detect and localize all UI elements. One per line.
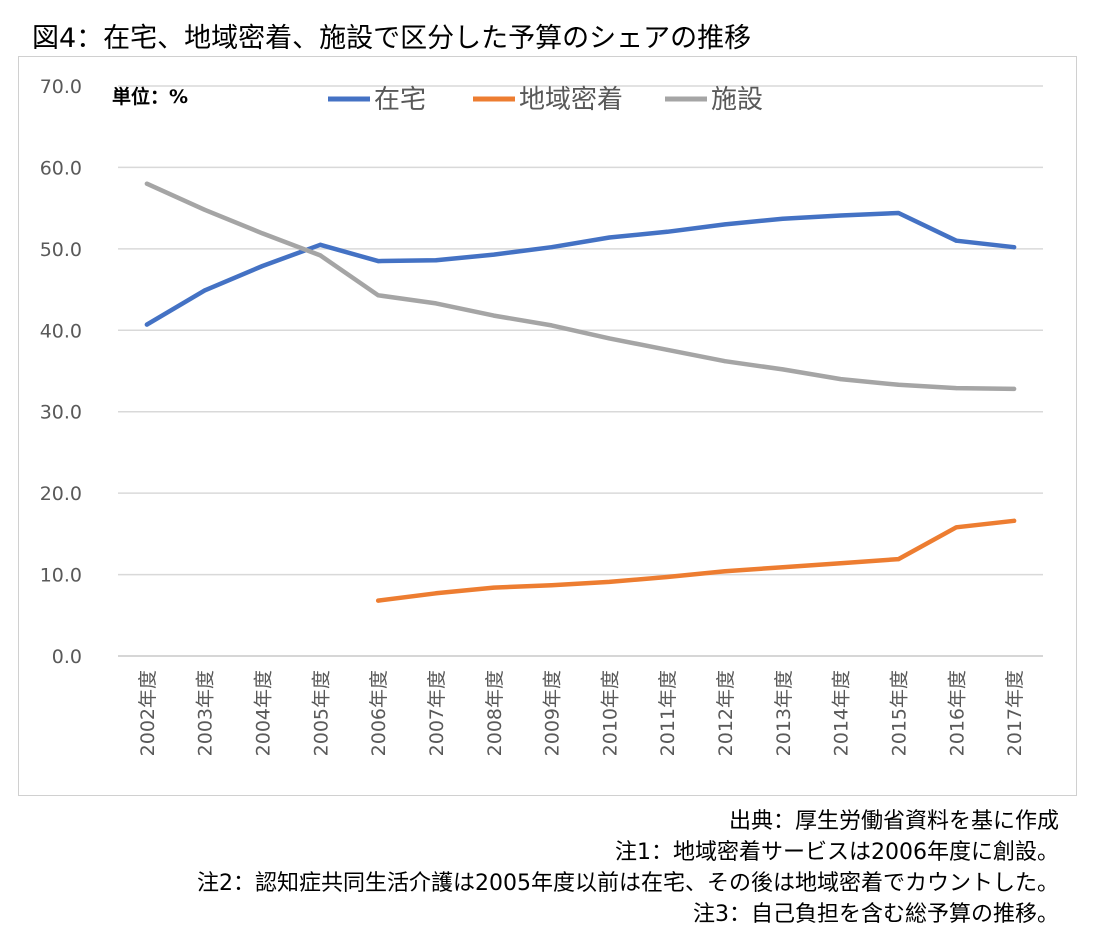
x-tick-label: 2016年度	[946, 670, 968, 756]
data-point	[838, 377, 843, 382]
data-point	[433, 258, 438, 263]
data-point	[491, 252, 496, 257]
data-point	[896, 211, 901, 216]
x-tick-label: 2010年度	[599, 670, 621, 756]
data-point	[954, 386, 959, 391]
x-tick-label: 2007年度	[426, 670, 448, 756]
x-tick-label: 2013年度	[773, 670, 795, 756]
x-tick-label: 2011年度	[657, 670, 679, 756]
data-point	[433, 301, 438, 306]
x-tick-label: 2003年度	[195, 670, 217, 756]
y-tick-label: 0.0	[52, 646, 82, 668]
x-tick-label: 2006年度	[368, 670, 390, 756]
note-3: 注3：自己負担を含む総予算の推移。	[693, 902, 1059, 927]
notes: 出典：厚生労働省資料を基に作成 注1：地域密着サービスは2006年度に創設。 注…	[197, 806, 1059, 930]
y-tick-label: 10.0	[40, 565, 82, 587]
x-tick-label: 2012年度	[715, 670, 737, 756]
y-tick-label: 40.0	[40, 320, 82, 342]
data-point	[144, 322, 149, 327]
series-line	[144, 210, 1017, 327]
y-tick-label: 70.0	[40, 76, 82, 98]
data-point	[607, 579, 612, 584]
x-tick-label: 2004年度	[253, 670, 275, 756]
series-line	[144, 181, 1017, 392]
data-point	[549, 245, 554, 250]
data-point	[376, 259, 381, 264]
x-tick-label: 2008年度	[484, 670, 506, 756]
data-point	[723, 359, 728, 364]
legend-label: 在宅	[374, 85, 426, 115]
data-point	[723, 222, 728, 227]
data-point	[954, 525, 959, 530]
data-point	[144, 181, 149, 186]
data-point	[896, 557, 901, 562]
x-tick-label: 2005年度	[310, 670, 332, 756]
data-point	[549, 583, 554, 588]
data-point	[780, 565, 785, 570]
data-point	[549, 323, 554, 328]
data-point	[780, 216, 785, 221]
y-tick-label: 30.0	[40, 402, 82, 424]
series-line	[375, 518, 1017, 603]
data-point	[665, 229, 670, 234]
data-point	[1012, 386, 1017, 391]
data-point	[954, 238, 959, 243]
data-point	[1012, 245, 1017, 250]
data-point	[780, 367, 785, 372]
data-point	[202, 207, 207, 212]
data-point	[838, 561, 843, 566]
note-2: 注2：認知症共同生活介護は2005年度以前は在宅、その後は地域密着でカウントした…	[197, 871, 1059, 896]
data-point	[433, 591, 438, 596]
x-tick-label: 2002年度	[137, 670, 159, 756]
data-point	[318, 242, 323, 247]
line-chart: 0.0 10.0 20.0 30.0 40.0 50.0 60.0 70.0 2002年度 200…	[40, 76, 1043, 756]
data-point	[376, 598, 381, 603]
data-point	[376, 293, 381, 298]
data-point	[260, 231, 265, 236]
data-point	[202, 288, 207, 293]
data-point	[1012, 518, 1017, 523]
note-1: 注1：地域密着サービスは2006年度に創設。	[615, 840, 1059, 865]
chart-frame	[18, 56, 1077, 796]
y-tick-label: 60.0	[40, 157, 82, 179]
x-tick-label: 2014年度	[831, 670, 853, 756]
legend-label: 施設	[711, 85, 763, 115]
y-tick-label: 20.0	[40, 483, 82, 505]
x-tick-label: 2009年度	[542, 670, 564, 756]
legend-label: 地域密着	[519, 85, 623, 115]
data-point	[665, 347, 670, 352]
data-point	[838, 213, 843, 218]
data-point	[896, 382, 901, 387]
data-point	[318, 253, 323, 258]
data-point	[723, 569, 728, 574]
x-tick-label: 2017年度	[1004, 670, 1026, 756]
unit-label: 単位：%	[112, 85, 188, 108]
source-note: 出典：厚生労働省資料を基に作成	[728, 809, 1059, 834]
chart-title: 図4：在宅、地域密着、施設で区分した予算のシェアの推移	[32, 23, 752, 54]
data-point	[491, 313, 496, 318]
data-point	[491, 585, 496, 590]
x-tick-label: 2015年度	[888, 670, 910, 756]
data-point	[665, 575, 670, 580]
y-tick-label: 50.0	[40, 239, 82, 261]
data-point	[607, 235, 612, 240]
data-point	[260, 263, 265, 268]
data-point	[607, 336, 612, 341]
